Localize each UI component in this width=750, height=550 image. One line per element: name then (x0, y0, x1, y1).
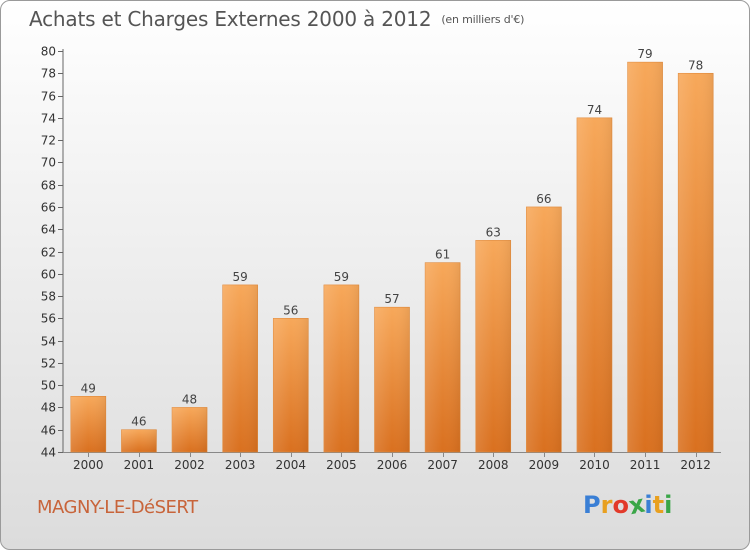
x-tick-label: 2005 (326, 458, 357, 472)
data-label: 56 (283, 303, 298, 317)
data-label: 49 (81, 381, 96, 395)
y-tick-label: 76 (41, 90, 56, 104)
bar-shade (323, 284, 359, 452)
y-tick-label: 52 (41, 357, 56, 371)
chart-title-text: Achats et Charges Externes 2000 à 2012 (29, 7, 432, 31)
chart-title: Achats et Charges Externes 2000 à 2012 (e… (29, 7, 524, 31)
bar-shade (475, 240, 511, 452)
bar-shade (678, 73, 714, 453)
y-tick-label: 72 (41, 134, 56, 148)
x-tick-label: 2000 (73, 458, 104, 472)
data-label: 74 (587, 103, 602, 117)
y-tick-label: 64 (41, 223, 56, 237)
bar-shade (222, 284, 258, 452)
x-tick-label: 2006 (377, 458, 408, 472)
bar-shade (70, 396, 106, 452)
bars (70, 61, 714, 453)
data-labels: 49 46 48 59 56 59 57 61 63 66 74 79 78 (81, 47, 704, 429)
data-label: 46 (131, 415, 146, 429)
x-tick-label: 2002 (174, 458, 205, 472)
bar-shade (121, 429, 157, 452)
bar-shade (273, 318, 309, 452)
data-label: 59 (233, 270, 248, 284)
y-tick-label: 80 (41, 45, 56, 59)
y-tick-label: 58 (41, 290, 56, 304)
data-label: 78 (688, 58, 703, 72)
x-tick-label: 2012 (680, 458, 711, 472)
logo-letter: t (652, 491, 665, 519)
y-tick-label: 74 (41, 112, 56, 126)
data-label: 57 (384, 292, 399, 306)
x-tick-label: 2004 (275, 458, 306, 472)
bar-shade (526, 206, 562, 452)
x-tick-label: 2008 (478, 458, 509, 472)
y-tick-label: 70 (41, 156, 56, 170)
y-tick-label: 50 (41, 379, 56, 393)
data-label: 48 (182, 392, 197, 406)
y-tick-label: 44 (41, 446, 56, 460)
data-label: 59 (334, 270, 349, 284)
place-name: MAGNY-LE-DéSERT (37, 497, 198, 518)
logo-letter: P (583, 491, 601, 519)
x-tick-label: 2007 (427, 458, 458, 472)
x-tick-label: 2001 (124, 458, 155, 472)
logo-letter: r (600, 491, 613, 519)
x-tick-label: 2009 (529, 458, 560, 472)
y-tick-label: 66 (41, 201, 56, 215)
x-tick-label: 2011 (630, 458, 661, 472)
y-tick-label: 62 (41, 246, 56, 260)
bar-shade (172, 407, 208, 452)
bar-shade (576, 117, 612, 452)
data-label: 63 (486, 225, 501, 239)
data-label: 79 (637, 47, 652, 61)
bar-shade (374, 307, 410, 452)
y-tick-label: 54 (41, 335, 56, 349)
logo-letter: i (664, 491, 673, 519)
y-tick-label: 56 (41, 312, 56, 326)
logo-letter: i (644, 491, 653, 519)
axes: 44 46 48 50 52 54 56 58 60 62 64 66 68 70 72 74 76 78 80 20… (41, 45, 721, 472)
y-tick-label: 48 (41, 401, 56, 415)
y-tick-label: 78 (41, 67, 56, 81)
x-tick-label: 2010 (579, 458, 610, 472)
y-tick-label: 46 (41, 424, 56, 438)
data-label: 61 (435, 248, 450, 262)
data-label: 66 (536, 192, 551, 206)
x-tick-label: 2003 (225, 458, 256, 472)
bar-shade (425, 262, 461, 452)
proxiti-logo: Proxiti (583, 490, 673, 521)
y-tick-label: 68 (41, 179, 56, 193)
y-tick-label: 60 (41, 268, 56, 282)
bar-shade (627, 62, 663, 453)
logo-letter: o (612, 491, 629, 519)
chart-unit: (en milliers d'€) (441, 13, 525, 26)
